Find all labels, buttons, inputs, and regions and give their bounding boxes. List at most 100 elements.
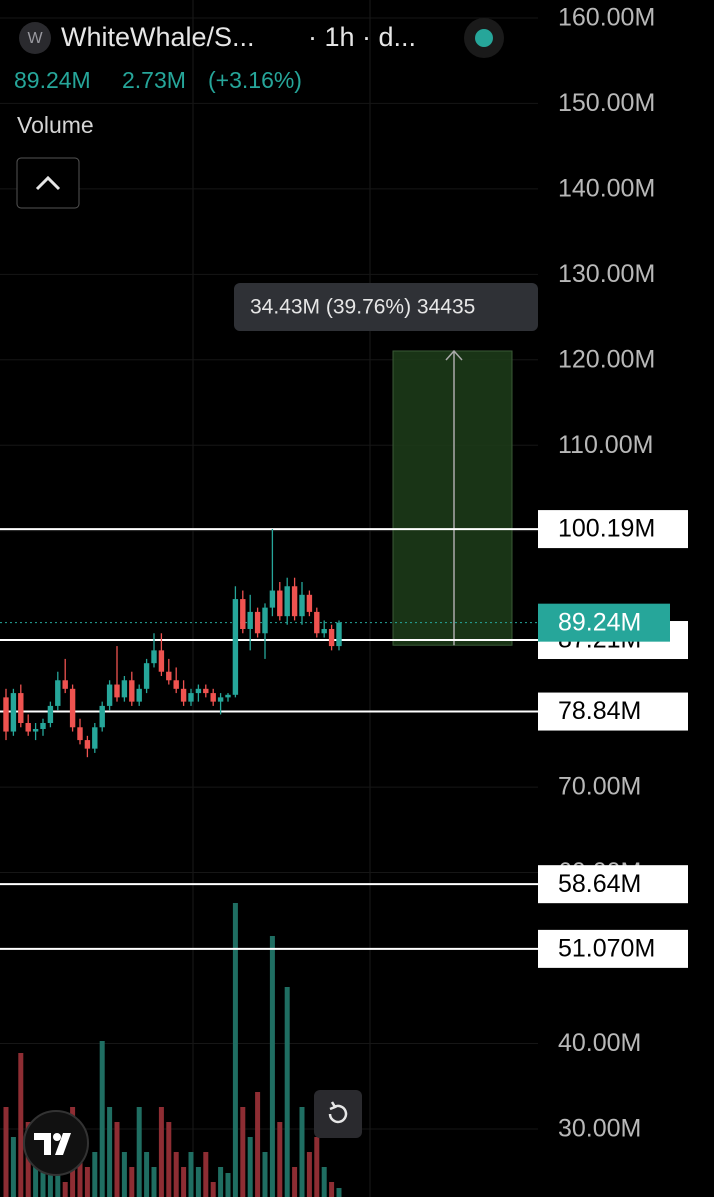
candle-body <box>336 622 342 647</box>
volume-bar <box>277 1122 283 1197</box>
level-label: 78.84M <box>558 697 641 725</box>
y-tick-label: 110.00M <box>558 431 653 459</box>
study-name: Volume <box>17 112 94 138</box>
volume-bar <box>336 1188 342 1197</box>
y-tick-label: 30.00M <box>558 1115 641 1143</box>
level-label-box <box>538 692 688 731</box>
candle-body <box>18 693 24 724</box>
volume-bar <box>136 1107 142 1197</box>
tv-logo-dot <box>53 1133 61 1141</box>
measure-tooltip <box>234 282 538 331</box>
volume-bar <box>77 1137 83 1197</box>
volume-bar <box>321 1167 327 1197</box>
change: 2.73M <box>122 67 186 93</box>
volume-bar <box>33 1152 39 1197</box>
candle-body <box>328 628 335 647</box>
volume-bar <box>306 1152 312 1197</box>
symbol-logo <box>19 22 51 54</box>
logo-letter: W <box>27 30 43 47</box>
volume-bar <box>269 936 275 1197</box>
volume-bar <box>10 1137 16 1197</box>
candle-body <box>188 693 194 702</box>
candle-body <box>62 680 68 689</box>
candle-body <box>47 705 54 724</box>
candle-body <box>84 740 91 749</box>
volume-bar <box>314 1137 320 1197</box>
tv-logo-mark <box>34 1133 71 1155</box>
volume-bar <box>62 1182 68 1197</box>
volume-bar <box>284 987 290 1197</box>
chevron-icon <box>35 175 61 191</box>
candle-body <box>247 611 253 629</box>
volume-bar <box>195 1167 201 1197</box>
volume-bar <box>299 1107 305 1197</box>
candle-body <box>129 680 135 702</box>
candle-body <box>180 688 187 702</box>
y-tick-label: 150.00M <box>558 89 655 117</box>
volume-bar <box>232 903 238 1197</box>
reset-icon <box>328 1104 348 1124</box>
volume-bar <box>240 1107 246 1197</box>
candle-body <box>299 594 305 617</box>
candle-body <box>10 693 17 732</box>
candle-body <box>277 590 283 617</box>
measure-label: 34.43M (39.76%) 34435 <box>250 296 475 319</box>
measure-arrowhead <box>445 349 463 361</box>
volume-bar <box>292 1167 298 1197</box>
level-label-box <box>538 929 688 968</box>
candle-body <box>151 650 157 664</box>
volume-bar <box>18 1053 24 1197</box>
volume-bar <box>262 1152 268 1197</box>
candle-body <box>158 650 165 672</box>
candle-body <box>114 684 120 698</box>
symbol[interactable]: WhiteWhale/S... <box>61 22 255 52</box>
volume-bar <box>247 1137 253 1197</box>
candle-body <box>210 693 216 702</box>
candle-body <box>106 684 113 706</box>
candle-body <box>136 688 142 702</box>
y-tick-label: 40.00M <box>558 1029 641 1057</box>
price-label: 89.24M <box>558 608 641 636</box>
volume-bar <box>151 1167 157 1197</box>
candle-body <box>77 727 83 741</box>
level-label-box <box>538 510 688 549</box>
candle-body <box>240 599 246 629</box>
y-tick-label: 70.00M <box>558 773 641 801</box>
candle-body <box>121 680 128 698</box>
reset-button[interactable] <box>314 1090 362 1138</box>
candle-body <box>25 723 31 732</box>
volume-bar <box>121 1152 127 1197</box>
volume-bar <box>210 1182 216 1197</box>
volume-bar <box>329 1182 335 1197</box>
volume-bar <box>218 1167 224 1197</box>
volume-bar <box>173 1152 179 1197</box>
candle-body <box>284 586 290 617</box>
price-label-box <box>538 603 670 642</box>
level-label: 51.070M <box>558 934 655 962</box>
level-label-box <box>538 865 688 904</box>
y-tick-label: 140.00M <box>558 174 655 202</box>
candle-body <box>225 694 231 698</box>
volume-bar <box>99 1041 105 1197</box>
volume-bar <box>166 1122 172 1197</box>
candle-body <box>3 697 9 732</box>
status-dot <box>475 29 493 47</box>
volume-bar <box>144 1152 150 1197</box>
y-tick-label: 160.00M <box>558 4 655 32</box>
candle-body <box>173 680 179 689</box>
volume-bar <box>114 1122 120 1197</box>
volume-bar <box>188 1152 194 1197</box>
collapse-button[interactable] <box>16 157 80 209</box>
volume-bar <box>107 1107 113 1197</box>
volume-bar <box>203 1152 209 1197</box>
y-tick-label: 120.00M <box>558 345 655 373</box>
y-tick-label: 130.00M <box>558 260 655 288</box>
interval[interactable]: · 1h · d... <box>308 22 416 52</box>
volume-bar <box>225 1173 231 1197</box>
candle-body <box>143 663 150 689</box>
volume-bar <box>92 1152 98 1197</box>
volume-bar <box>3 1107 9 1197</box>
candle-body <box>92 727 98 749</box>
tv-logo[interactable] <box>23 1110 89 1176</box>
